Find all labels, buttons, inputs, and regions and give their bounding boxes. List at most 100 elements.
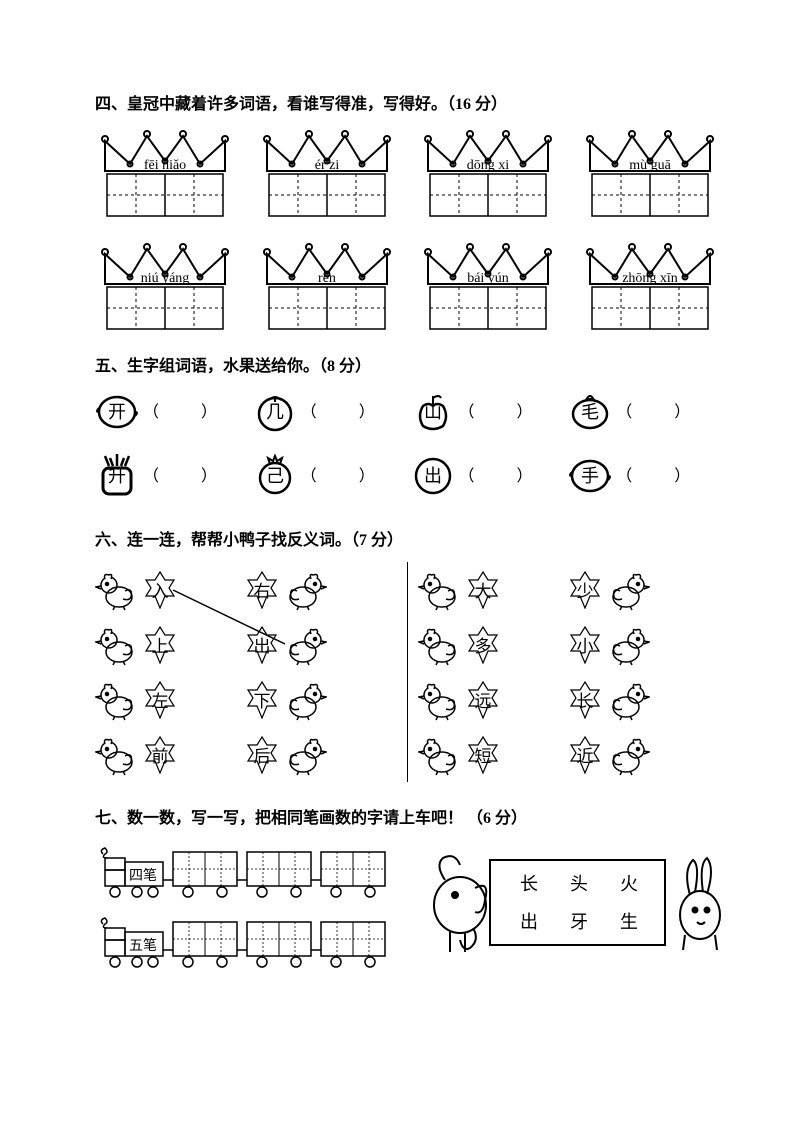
duck-left[interactable]: 远 bbox=[418, 679, 558, 721]
fruit-icon: 几 bbox=[253, 388, 297, 432]
duck-right[interactable]: 长 bbox=[566, 679, 706, 721]
fruit-item[interactable]: 升（） bbox=[95, 452, 247, 496]
duck-left[interactable]: 大 bbox=[418, 569, 558, 611]
train-car[interactable] bbox=[237, 852, 311, 897]
char-star[interactable]: 后 bbox=[243, 736, 281, 774]
answer-blank[interactable]: （） bbox=[459, 462, 533, 486]
char-star[interactable]: 小 bbox=[566, 626, 604, 664]
duck-right[interactable]: 小 bbox=[566, 624, 706, 666]
duck-icon bbox=[608, 624, 650, 666]
crown-item[interactable]: dōng xi bbox=[418, 126, 558, 221]
duck-row: 入 右 bbox=[95, 562, 397, 617]
train-car[interactable] bbox=[311, 922, 385, 967]
answer-blank[interactable]: （） bbox=[143, 398, 217, 422]
duck-left[interactable]: 多 bbox=[418, 624, 558, 666]
char-star[interactable]: 上 bbox=[141, 626, 179, 664]
duck-right[interactable]: 下 bbox=[243, 679, 383, 721]
char-star[interactable]: 出 bbox=[243, 626, 281, 664]
fruit-item[interactable]: 己 （） bbox=[253, 452, 405, 496]
duck-right[interactable]: 少 bbox=[566, 569, 706, 611]
answer-blank[interactable]: （） bbox=[459, 398, 533, 422]
pinyin-text: niú yáng bbox=[141, 271, 190, 286]
char-star[interactable]: 长 bbox=[566, 681, 604, 719]
duck-left[interactable]: 入 bbox=[95, 569, 235, 611]
crown-icon: ér zi bbox=[257, 126, 397, 221]
title-text: 五、生字组词语，水果送给你。（ bbox=[95, 358, 327, 375]
train-car[interactable] bbox=[163, 852, 237, 897]
duck-right[interactable]: 近 bbox=[566, 734, 706, 776]
pinyin-text: ér zi bbox=[314, 158, 339, 173]
fruit-char: 己 bbox=[266, 466, 284, 486]
crown-item[interactable]: niú yáng bbox=[95, 239, 235, 334]
fruit-item[interactable]: 几（） bbox=[253, 388, 405, 432]
fruit-icon: 手 bbox=[568, 452, 612, 496]
fruit-char: 山 bbox=[424, 402, 442, 422]
train-car[interactable] bbox=[311, 852, 385, 897]
points: 7 分 bbox=[359, 532, 387, 549]
crown-row-1: fēi niǎo ér zi dōng xi bbox=[95, 126, 720, 221]
crown-icon: niú yáng bbox=[95, 239, 235, 334]
crown-item[interactable]: rén bbox=[257, 239, 397, 334]
char-star[interactable]: 入 bbox=[141, 571, 179, 609]
train-label: 五笔 bbox=[129, 938, 157, 954]
duck-icon bbox=[285, 679, 327, 721]
char-star[interactable]: 近 bbox=[566, 736, 604, 774]
animals-frame: 长 头 火 出 牙 生 bbox=[425, 840, 725, 960]
duck-right[interactable]: 后 bbox=[243, 734, 383, 776]
answer-blank[interactable]: （） bbox=[143, 462, 217, 486]
train-car[interactable] bbox=[163, 922, 237, 967]
crown-item[interactable]: bái yún bbox=[418, 239, 558, 334]
duck-row: 大 少 bbox=[418, 562, 720, 617]
pinyin-text: bái yún bbox=[468, 271, 510, 286]
section-7-content: 四笔 bbox=[95, 840, 720, 980]
char: 牙 bbox=[570, 912, 588, 932]
train-car[interactable] bbox=[237, 922, 311, 967]
crown-item[interactable]: mù guā bbox=[580, 126, 720, 221]
char-star[interactable]: 少 bbox=[566, 571, 604, 609]
answer-blank[interactable]: （） bbox=[616, 462, 690, 486]
duck-right[interactable]: 右 bbox=[243, 569, 383, 611]
answer-blank[interactable]: （） bbox=[301, 462, 375, 486]
char-box: 长 头 火 出 牙 生 bbox=[425, 840, 725, 960]
char-star[interactable]: 大 bbox=[464, 571, 502, 609]
fruit-icon: 出 bbox=[411, 452, 455, 496]
crown-item[interactable]: fēi niǎo bbox=[95, 126, 235, 221]
fruit-item[interactable]: 出（） bbox=[411, 452, 563, 496]
fruit-item[interactable]: 毛（） bbox=[568, 388, 720, 432]
section-5-title: 五、生字组词语，水果送给你。（8 分） bbox=[95, 352, 720, 376]
char: 长 bbox=[520, 874, 538, 894]
train-row: 四笔 bbox=[95, 840, 405, 900]
fruit-char: 开 bbox=[108, 402, 126, 422]
duck-row: 远 长 bbox=[418, 672, 720, 727]
fruit-item[interactable]: 手（） bbox=[568, 452, 720, 496]
fruit-item[interactable]: 山 （） bbox=[411, 388, 563, 432]
char-star[interactable]: 左 bbox=[141, 681, 179, 719]
char-star[interactable]: 前 bbox=[141, 736, 179, 774]
crown-item[interactable]: ér zi bbox=[257, 126, 397, 221]
title-end: ） bbox=[355, 358, 371, 375]
crown-item[interactable]: zhōng xīn bbox=[580, 239, 720, 334]
char: 火 bbox=[620, 874, 638, 894]
duck-left[interactable]: 前 bbox=[95, 734, 235, 776]
duck-left[interactable]: 上 bbox=[95, 624, 235, 666]
char-star[interactable]: 右 bbox=[243, 571, 281, 609]
answer-blank[interactable]: （） bbox=[616, 398, 690, 422]
pinyin-text: zhōng xīn bbox=[622, 271, 678, 286]
char-star[interactable]: 远 bbox=[464, 681, 502, 719]
answer-blank[interactable]: （） bbox=[301, 398, 375, 422]
duck-left[interactable]: 短 bbox=[418, 734, 558, 776]
char-star[interactable]: 下 bbox=[243, 681, 281, 719]
duck-row: 左 下 bbox=[95, 672, 397, 727]
fruit-row-1: 开（）几（）山（）毛（） bbox=[95, 388, 720, 432]
title-text: 七、数一数，写一写，把相同笔画数的字请上车吧！ （ bbox=[95, 810, 483, 827]
section-6: 六、连一连，帮帮小鸭子找反义词。（7 分） 入 右 bbox=[95, 526, 720, 782]
section-6-title: 六、连一连，帮帮小鸭子找反义词。（7 分） bbox=[95, 526, 720, 550]
section-4: 四、皇冠中藏着许多词语，看谁写得准，写得好。（16 分） fēi niǎo ér… bbox=[95, 90, 720, 334]
char-star[interactable]: 多 bbox=[464, 626, 502, 664]
fruit-item[interactable]: 开 （） bbox=[95, 388, 247, 432]
duck-row: 多 小 bbox=[418, 617, 720, 672]
char-star[interactable]: 短 bbox=[464, 736, 502, 774]
duck-left[interactable]: 左 bbox=[95, 679, 235, 721]
trains: 四笔 bbox=[95, 840, 405, 980]
duck-right[interactable]: 出 bbox=[243, 624, 383, 666]
